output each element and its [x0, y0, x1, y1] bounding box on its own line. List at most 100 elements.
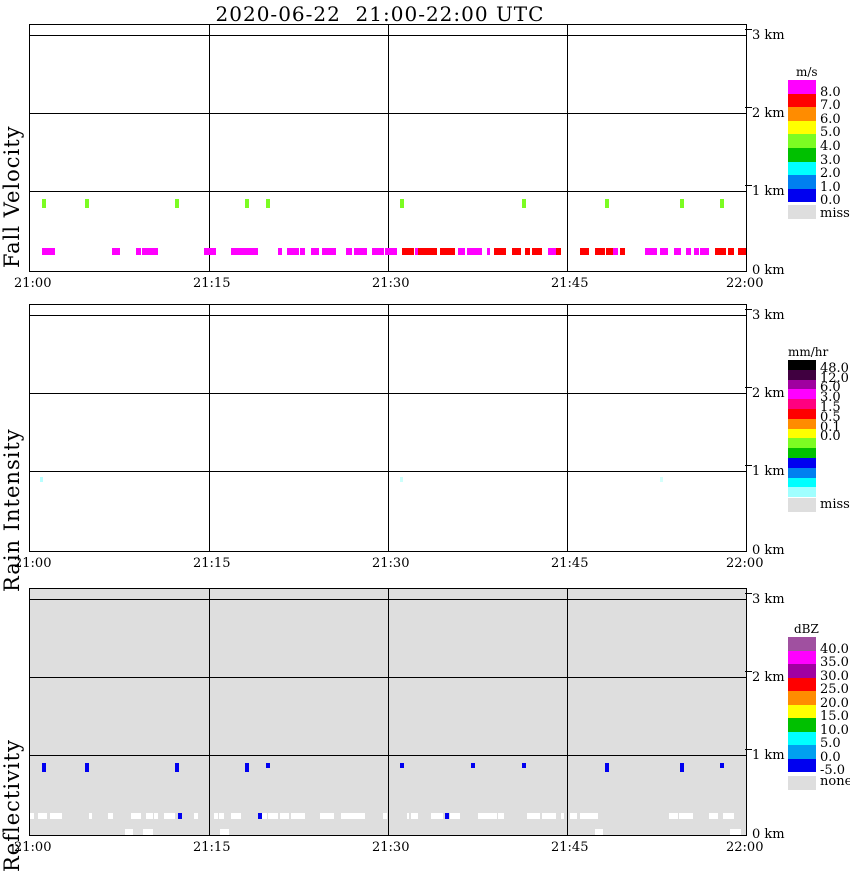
data-pixel — [738, 247, 746, 255]
colorbar-tick-label: 20.0 — [820, 695, 849, 711]
data-pixel — [418, 247, 421, 255]
gridline-2145 — [567, 589, 568, 835]
data-pixel — [512, 247, 521, 255]
data-pixel — [89, 812, 92, 819]
colorbar-band — [788, 731, 816, 745]
colorbar-tick-label: 25.0 — [820, 682, 849, 697]
data-pixel — [580, 247, 589, 255]
xtick-2145-p1: 21:45 — [551, 276, 589, 291]
data-pixel — [730, 829, 741, 835]
data-pixel — [694, 247, 699, 255]
data-pixel — [440, 247, 455, 255]
data-pixel — [522, 198, 526, 208]
data-pixel — [605, 198, 609, 208]
colorbar-none-swatch-dbz — [788, 776, 816, 790]
data-pixel — [527, 812, 540, 819]
colorbar-tick-label: 0.0 — [820, 193, 841, 209]
data-pixel — [411, 812, 418, 819]
data-pixel — [108, 812, 113, 819]
data-pixel — [467, 247, 482, 255]
colorbar-band — [788, 704, 816, 718]
colorbar-tick-label: 3.0 — [820, 390, 841, 406]
data-pixel — [42, 762, 46, 772]
data-pixel — [660, 247, 668, 255]
data-pixel — [266, 762, 270, 768]
colorbar-tick-label: 6.0 — [820, 111, 841, 127]
data-pixel — [204, 247, 216, 255]
colorbar-band — [788, 428, 816, 439]
colorbar-tick-label: 5.0 — [820, 125, 841, 141]
data-pixel — [431, 812, 443, 819]
colorbar-tick-label: 30.0 — [820, 668, 849, 684]
ytick-2km-p2: 2 km — [745, 387, 785, 400]
colorbar-band — [788, 677, 816, 691]
ytick-3km-p2: 3 km — [745, 309, 785, 322]
data-pixel — [620, 247, 625, 255]
ytick-0km-p3: 0 km — [752, 827, 785, 842]
data-pixel — [400, 476, 403, 482]
data-pixel — [700, 247, 709, 255]
ytick-0km-p1: 0 km — [752, 263, 785, 278]
colorbar-band — [788, 448, 816, 458]
ytick-3km-p3: 3 km — [745, 593, 785, 606]
data-pixel — [246, 247, 258, 255]
colorbar-tick-label: 1.5 — [820, 400, 841, 415]
colorbar-band — [788, 718, 816, 732]
data-pixel — [220, 829, 229, 835]
xtick-2115-p2: 21:15 — [193, 556, 231, 571]
colorbar-unit-dbz: dBZ — [794, 622, 819, 636]
colorbar-tick-label: 0.0 — [820, 749, 841, 765]
colorbar-band — [788, 637, 816, 651]
data-pixel — [85, 198, 89, 208]
data-pixel — [178, 812, 182, 819]
data-pixel — [219, 812, 224, 819]
xtick-2145-p2: 21:45 — [551, 556, 589, 571]
colorbar-tick-label: 3.0 — [820, 152, 841, 168]
colorbar-tick-label: 12.0 — [820, 370, 849, 386]
colorbar-tick-label: 8.0 — [820, 84, 841, 100]
data-pixel — [686, 247, 691, 255]
colorbar-none-label-dbz: none — [820, 774, 850, 789]
colorbar-tick-label: 0.1 — [820, 419, 841, 435]
data-pixel — [570, 812, 577, 819]
data-pixel — [245, 762, 249, 772]
data-pixel — [400, 198, 404, 208]
colorbar-tick-label: 10.0 — [820, 722, 849, 738]
data-pixel — [112, 247, 120, 255]
ytick-3km-p1: 3 km — [745, 29, 785, 42]
gridline-2115 — [209, 305, 210, 551]
data-pixel — [354, 247, 367, 255]
data-pixel — [606, 247, 613, 255]
gridline-2115 — [209, 25, 210, 271]
colorbar-band — [788, 487, 816, 498]
data-pixel — [231, 812, 241, 819]
xtick-2130-p2: 21:30 — [372, 556, 410, 571]
colorbar-band — [788, 438, 816, 449]
colorbar-tick-label: 0.0 — [820, 429, 841, 445]
colorbar-band — [788, 389, 816, 400]
data-pixel — [287, 247, 299, 255]
data-pixel — [580, 812, 594, 819]
colorbar-band — [788, 467, 816, 478]
data-pixel — [532, 247, 542, 255]
colorbar-tick-label: 35.0 — [820, 655, 849, 670]
data-pixel — [385, 247, 397, 255]
data-pixel — [142, 247, 158, 255]
data-pixel — [175, 198, 179, 208]
gridline-2145 — [567, 25, 568, 271]
data-pixel — [471, 762, 475, 768]
colorbar-strip-ms — [788, 80, 816, 203]
data-pixel — [143, 829, 153, 835]
data-pixel — [42, 247, 55, 255]
colorbar-band — [788, 188, 816, 203]
gridline-2130 — [388, 589, 389, 835]
data-pixel — [556, 247, 561, 255]
data-pixel — [525, 247, 530, 255]
data-pixel — [214, 812, 218, 819]
colorbar-band — [788, 360, 816, 370]
data-pixel — [311, 247, 319, 255]
colorbar-tick-label: 5.0 — [820, 736, 841, 751]
xtick-2200-p3: 22:00 — [726, 840, 764, 855]
ytick-1km-p2: 1 km — [745, 465, 785, 478]
